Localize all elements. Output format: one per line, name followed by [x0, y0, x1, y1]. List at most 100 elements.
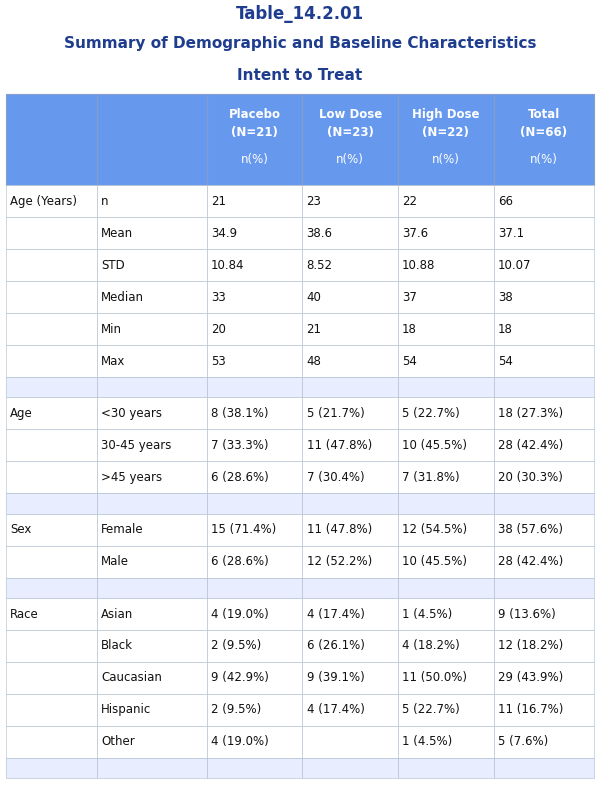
Bar — [97, 429, 207, 461]
Bar — [6, 578, 97, 598]
Text: 28 (42.4%): 28 (42.4%) — [498, 555, 563, 568]
Bar — [207, 758, 302, 778]
Bar — [494, 514, 594, 545]
Text: Sex: Sex — [10, 523, 31, 536]
Text: 11 (47.8%): 11 (47.8%) — [307, 439, 372, 452]
Bar — [207, 630, 302, 662]
Text: 20 (30.3%): 20 (30.3%) — [498, 471, 563, 483]
Bar — [207, 281, 302, 313]
Text: 8.52: 8.52 — [307, 259, 332, 272]
Text: 22: 22 — [402, 195, 417, 208]
Bar — [6, 461, 97, 493]
Bar — [97, 398, 207, 429]
Bar — [494, 758, 594, 778]
Text: 12 (18.2%): 12 (18.2%) — [498, 640, 563, 652]
Text: 30-45 years: 30-45 years — [101, 439, 172, 452]
Bar — [207, 313, 302, 345]
Bar — [207, 345, 302, 377]
Text: 10 (45.5%): 10 (45.5%) — [402, 555, 467, 568]
Text: 11 (16.7%): 11 (16.7%) — [498, 703, 563, 716]
Bar — [207, 249, 302, 281]
Bar — [97, 313, 207, 345]
Bar — [207, 461, 302, 493]
Bar — [6, 377, 97, 398]
Bar — [398, 398, 494, 429]
Text: 10 (45.5%): 10 (45.5%) — [402, 439, 467, 452]
Bar — [6, 345, 97, 377]
Text: n(%): n(%) — [530, 153, 558, 167]
Bar — [302, 398, 398, 429]
Bar — [207, 493, 302, 514]
Bar — [207, 598, 302, 630]
Text: 54: 54 — [498, 354, 512, 368]
Bar — [6, 493, 97, 514]
Bar — [97, 218, 207, 249]
Text: (N=66): (N=66) — [520, 126, 568, 139]
Text: 4 (17.4%): 4 (17.4%) — [307, 703, 364, 716]
Text: 12 (54.5%): 12 (54.5%) — [402, 523, 467, 536]
Text: STD: STD — [101, 259, 125, 272]
Bar — [6, 429, 97, 461]
Text: >45 years: >45 years — [101, 471, 162, 483]
Bar — [97, 185, 207, 218]
Text: 5 (22.7%): 5 (22.7%) — [402, 703, 460, 716]
Text: 21: 21 — [307, 322, 322, 336]
Text: (N=23): (N=23) — [327, 126, 374, 139]
Bar — [494, 398, 594, 429]
Text: Male: Male — [101, 555, 129, 568]
Text: 6 (28.6%): 6 (28.6%) — [211, 471, 269, 483]
Bar — [494, 725, 594, 758]
Bar — [494, 429, 594, 461]
Bar — [207, 662, 302, 694]
Bar — [398, 662, 494, 694]
Bar — [302, 578, 398, 598]
Text: 5 (22.7%): 5 (22.7%) — [402, 407, 460, 420]
Bar — [97, 461, 207, 493]
Text: 2 (9.5%): 2 (9.5%) — [211, 640, 261, 652]
Text: 4 (19.0%): 4 (19.0%) — [211, 608, 269, 620]
Bar — [97, 758, 207, 778]
Bar — [97, 345, 207, 377]
Text: 9 (13.6%): 9 (13.6%) — [498, 608, 556, 620]
Bar — [97, 725, 207, 758]
Text: Min: Min — [101, 322, 122, 336]
Text: Asian: Asian — [101, 608, 133, 620]
Text: 15 (71.4%): 15 (71.4%) — [211, 523, 276, 536]
Bar — [6, 725, 97, 758]
Bar — [6, 662, 97, 694]
Bar — [302, 514, 398, 545]
Bar — [97, 281, 207, 313]
Text: 66: 66 — [498, 195, 513, 208]
Text: Other: Other — [101, 735, 134, 748]
Text: 5 (21.7%): 5 (21.7%) — [307, 407, 364, 420]
Bar — [207, 218, 302, 249]
Text: Intent to Treat: Intent to Treat — [238, 68, 362, 83]
Text: 1 (4.5%): 1 (4.5%) — [402, 735, 452, 748]
Text: 29 (43.9%): 29 (43.9%) — [498, 671, 563, 685]
Bar — [97, 545, 207, 578]
Bar — [6, 313, 97, 345]
Bar — [207, 578, 302, 598]
Text: 12 (52.2%): 12 (52.2%) — [307, 555, 372, 568]
Bar — [398, 377, 494, 398]
Bar — [302, 493, 398, 514]
Text: 28 (42.4%): 28 (42.4%) — [498, 439, 563, 452]
Text: Hispanic: Hispanic — [101, 703, 151, 716]
Bar — [6, 398, 97, 429]
Bar — [207, 398, 302, 429]
Text: 18: 18 — [402, 322, 417, 336]
Bar — [97, 493, 207, 514]
Bar — [6, 694, 97, 725]
Bar — [302, 281, 398, 313]
Text: 11 (50.0%): 11 (50.0%) — [402, 671, 467, 685]
Bar — [6, 758, 97, 778]
Bar — [398, 94, 494, 185]
Bar — [398, 545, 494, 578]
Text: Table_14.2.01: Table_14.2.01 — [236, 5, 364, 23]
Text: Median: Median — [101, 291, 144, 303]
Text: 38.6: 38.6 — [307, 227, 332, 240]
Bar — [494, 377, 594, 398]
Bar — [302, 185, 398, 218]
Text: 4 (18.2%): 4 (18.2%) — [402, 640, 460, 652]
Bar — [97, 514, 207, 545]
